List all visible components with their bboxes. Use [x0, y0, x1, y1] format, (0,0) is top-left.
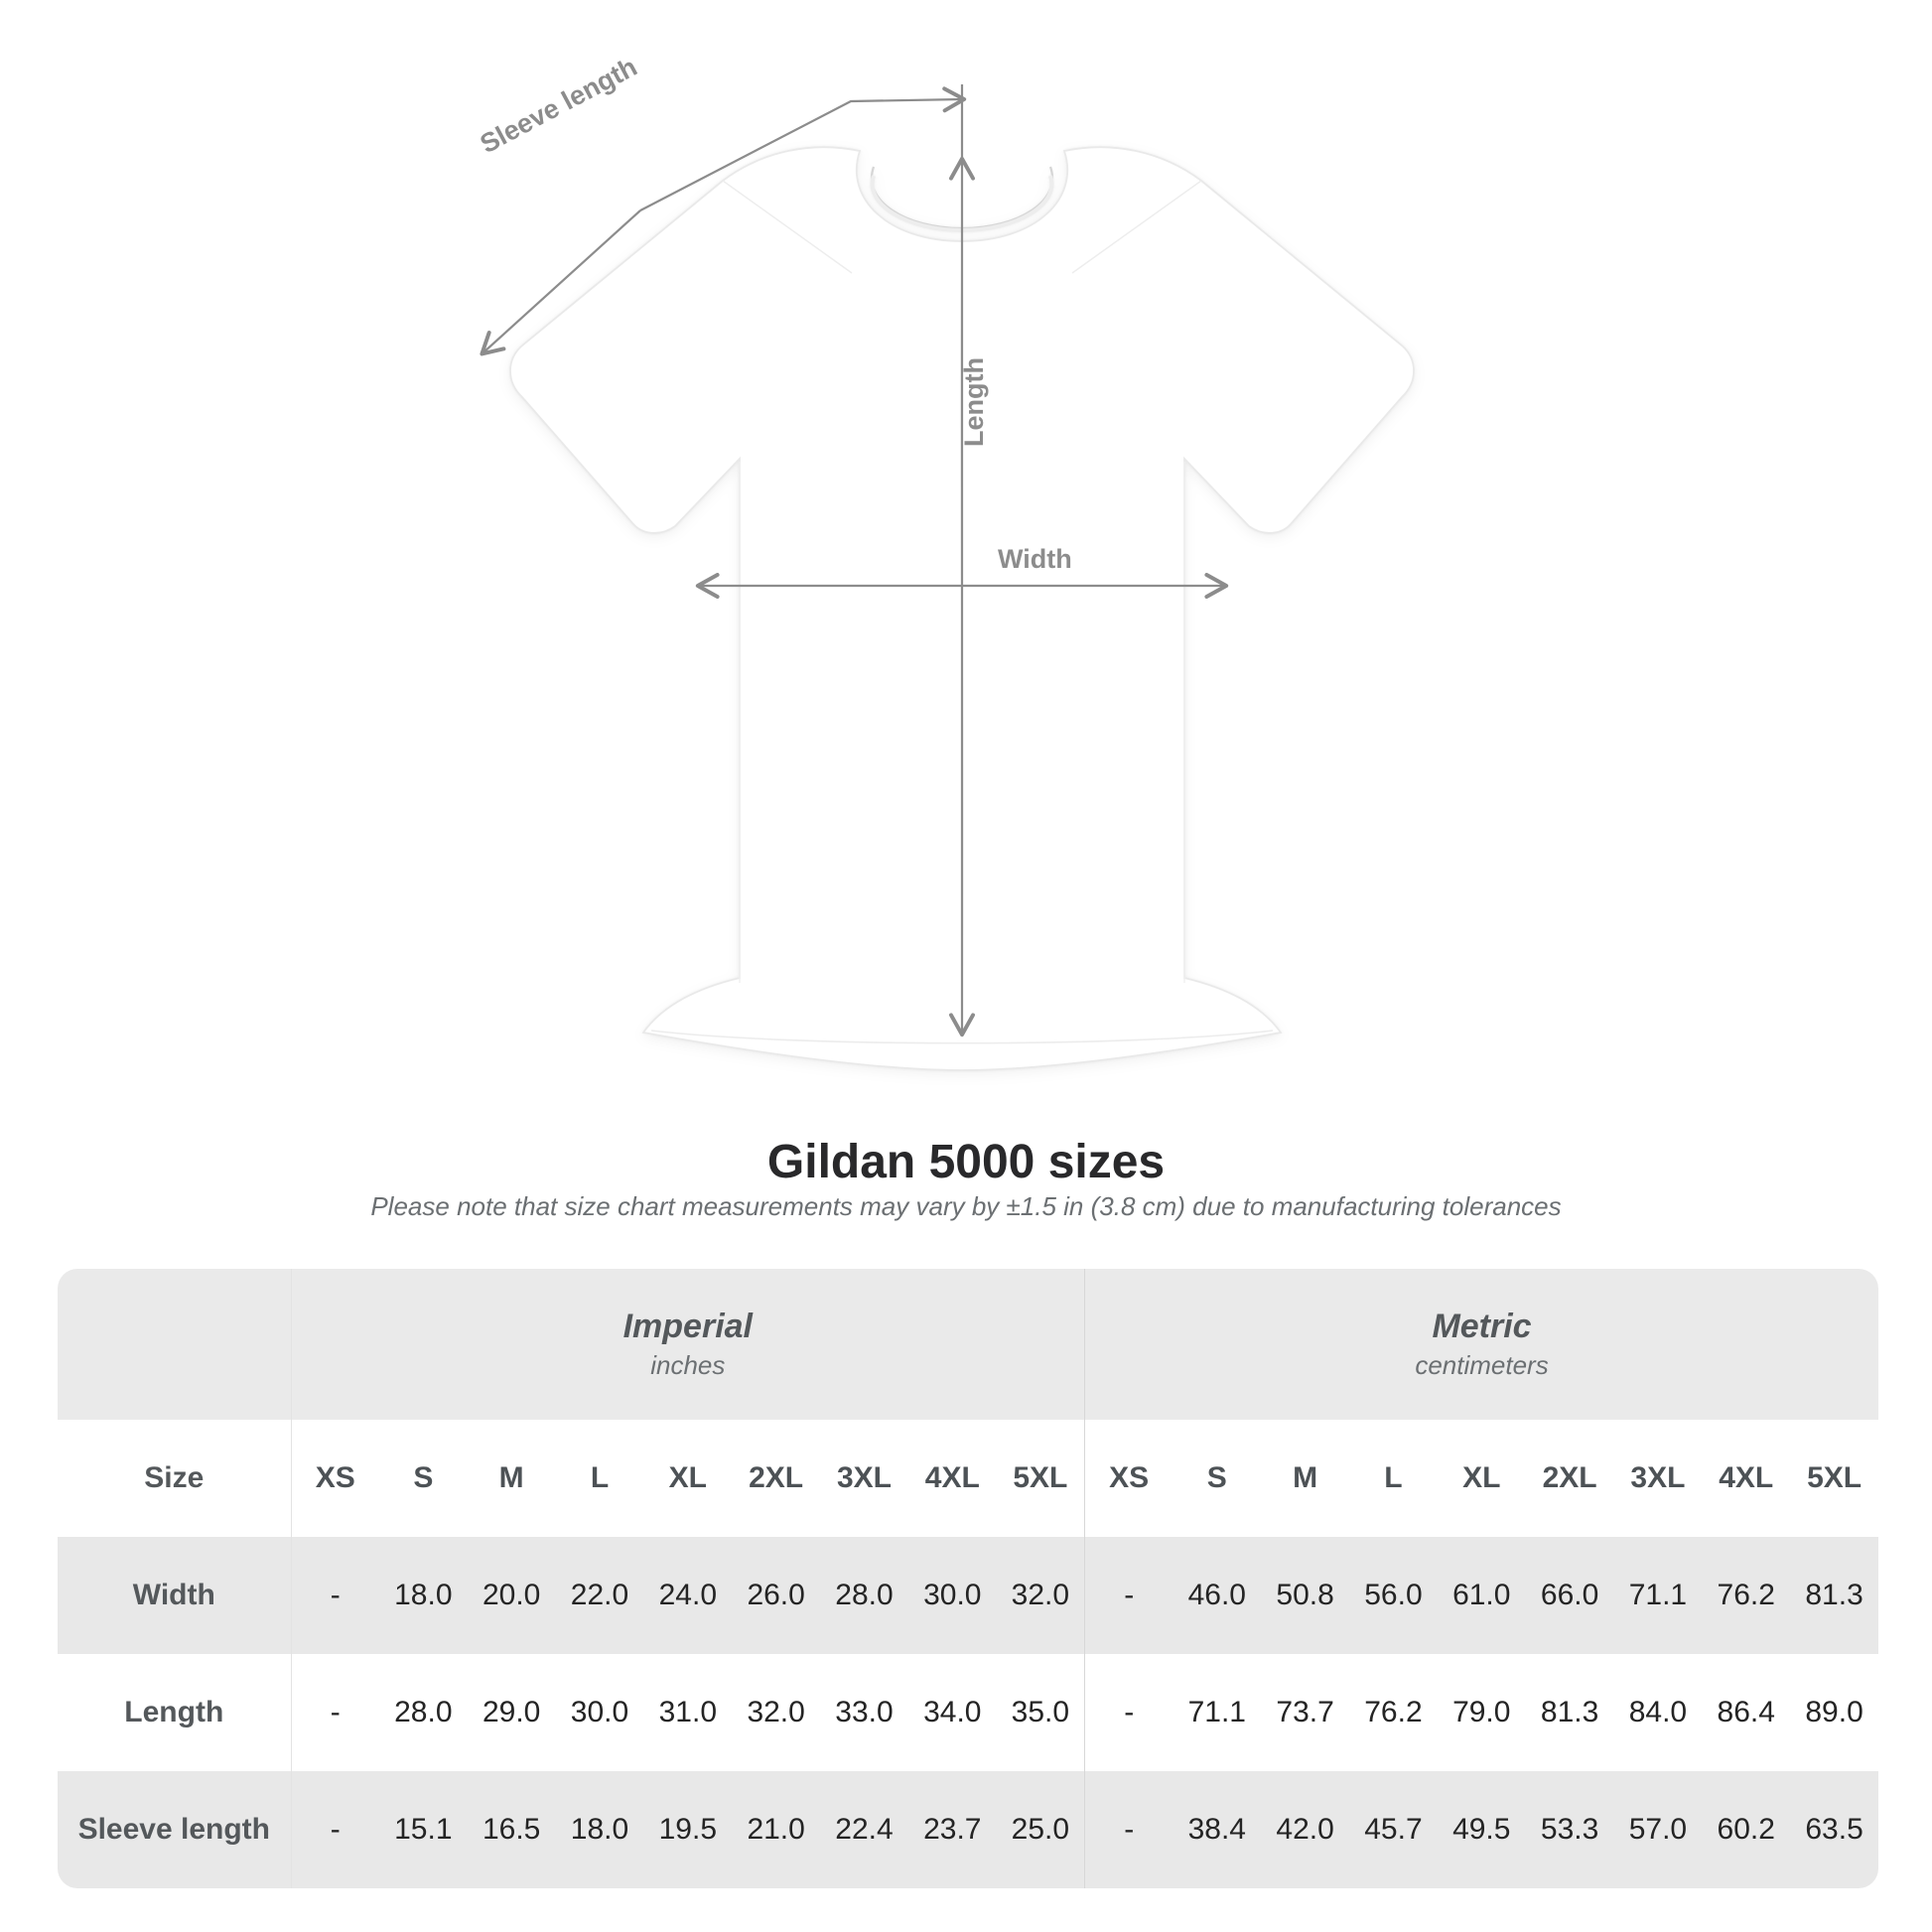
svg-text:Width: Width [998, 544, 1072, 574]
svg-text:Length: Length [959, 357, 989, 447]
svg-text:Sleeve length: Sleeve length [476, 52, 642, 159]
